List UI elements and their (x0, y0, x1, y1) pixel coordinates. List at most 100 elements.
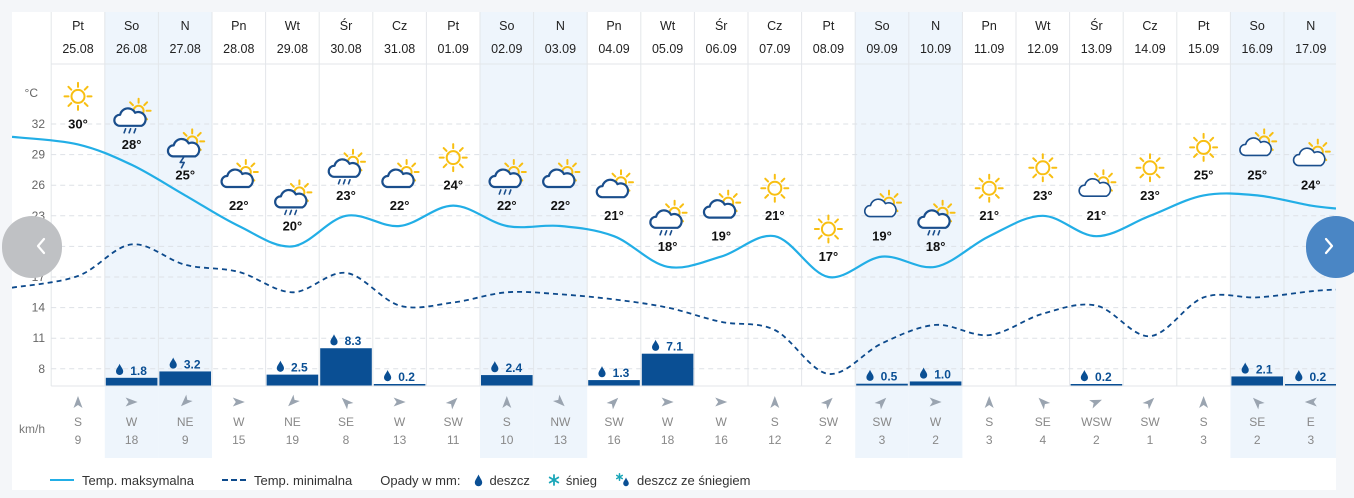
sun-ray (1193, 153, 1198, 158)
wind-arrow-shape (820, 397, 833, 410)
wind-arrow-icon (606, 397, 619, 410)
sun-cloud-rain-icon (917, 199, 956, 236)
sun-ray (1268, 131, 1274, 137)
rain-streak (503, 189, 507, 195)
sun-ray (1308, 142, 1314, 147)
wind-speed-label: 2 (1093, 433, 1100, 447)
cloud-shape (1292, 147, 1326, 167)
wind-arrow-icon (288, 394, 300, 407)
wind-arrow-shape (180, 394, 193, 407)
tmax-value-label: 22° (551, 198, 571, 213)
precip-value-label: 2.4 (505, 361, 522, 375)
tmin-line (12, 243, 1336, 375)
wind-speed-label: 4 (1039, 433, 1046, 447)
sun-disc (1035, 160, 1051, 176)
scroll-right-button[interactable] (1306, 216, 1354, 278)
precip-group: 0.5 (856, 369, 908, 386)
precip-bar (373, 384, 426, 386)
tmax-value-label: 24° (443, 178, 463, 193)
sun-icon (1028, 153, 1058, 183)
sun-ray (834, 218, 839, 224)
sun-ray (1155, 173, 1161, 179)
precip-group: 7.1 (641, 339, 694, 386)
precip-group: 2.5 (266, 360, 319, 386)
sun-icon (813, 214, 843, 244)
sun-ray (1209, 136, 1215, 142)
sun-disc (1196, 139, 1212, 155)
rain-streak (294, 209, 298, 216)
wind-arrow-icon (73, 396, 83, 408)
wind-direction-label: W (394, 415, 406, 429)
wind-arrow-icon (1252, 397, 1265, 410)
wind-arrow-icon (393, 397, 406, 407)
sun-ray (250, 162, 256, 168)
tmax-value-label: 20° (283, 218, 303, 233)
wind-speed-label: 19 (286, 433, 300, 447)
rain-drop-icon (276, 360, 284, 372)
y-tick-label: 26 (32, 178, 46, 192)
sun-ray (1108, 172, 1113, 178)
sun-ray (442, 147, 448, 152)
sun-icon (974, 173, 1004, 203)
wind-arrow-icon (232, 397, 245, 407)
wind-speed-label: 1 (1147, 433, 1154, 447)
legend-precip-title: Opady w mm: (380, 472, 461, 488)
sun-ray (572, 162, 577, 168)
wind-arrow-shape (661, 397, 674, 407)
rain-drop-icon (866, 369, 874, 381)
sun-ray (1093, 172, 1099, 178)
tmax-value-label: 30° (68, 116, 88, 131)
cloud-shape (1078, 177, 1112, 197)
sun-ray (182, 131, 188, 137)
wind-speed-label: 3 (986, 433, 993, 447)
weather-forecast-card: Pt 25.08 So 26.08 N 27.08 Pn 28.08 Wt 29.08 Śr 30.0… (2, 12, 1354, 490)
sun-ray (834, 234, 839, 240)
precip-group: 1.8 (105, 363, 158, 386)
date-label: 09.09 (866, 42, 897, 56)
rain-drop-icon (169, 357, 177, 369)
cloud-shape (381, 168, 415, 189)
date-label: 13.09 (1081, 42, 1112, 56)
date-label: 05.09 (652, 42, 683, 56)
tmax-value-label: 22° (497, 198, 517, 213)
tmax-value-label: 22° (390, 198, 410, 213)
sun-ray (1155, 157, 1161, 163)
sun-ray (625, 172, 631, 178)
date-label: 25.08 (62, 42, 93, 56)
tmax-value-label: 21° (1087, 208, 1107, 223)
rain-streak (284, 209, 288, 216)
tmax-value-label: 21° (979, 208, 999, 223)
wind-arrow-icon (552, 394, 565, 407)
tmax-value-label: 21° (765, 208, 785, 223)
weekend-column (1230, 12, 1284, 458)
precip-bar (105, 377, 158, 386)
tmax-value-label: 23° (1033, 188, 1053, 203)
sun-ray (994, 193, 1000, 199)
tmax-value-label: 18° (658, 239, 678, 254)
scroll-left-button[interactable] (2, 216, 62, 278)
tmax-value-label: 23° (1140, 188, 1160, 203)
day-name-label: Cz (392, 19, 407, 33)
sun-icon (974, 173, 1004, 203)
day-name-label: Pt (822, 19, 834, 33)
wind-arrow-icon (984, 396, 994, 408)
sun-ray (780, 177, 786, 183)
tmax-value-label: 25° (1194, 167, 1214, 182)
y-tick-label: 32 (32, 117, 46, 131)
wind-arrow-icon (180, 394, 193, 407)
tmax-value-label: 25° (1247, 167, 1267, 182)
date-label: 12.09 (1027, 42, 1058, 56)
precip-group: 3.2 (159, 357, 211, 386)
day-name-label: Pt (72, 19, 84, 33)
sun-icon (1028, 153, 1058, 183)
wind-arrow-shape (288, 394, 300, 407)
cloud-shape (1239, 137, 1273, 157)
sun-ray (442, 163, 448, 169)
precip-value-label: 0.5 (881, 370, 898, 384)
wind-arrow-icon (874, 397, 887, 410)
rain-drop-icon (1241, 362, 1249, 374)
wind-direction-label: S (985, 415, 993, 429)
wind-arrow-icon (502, 396, 512, 408)
wind-arrow-shape (606, 397, 619, 410)
day-name-label: N (556, 19, 565, 33)
